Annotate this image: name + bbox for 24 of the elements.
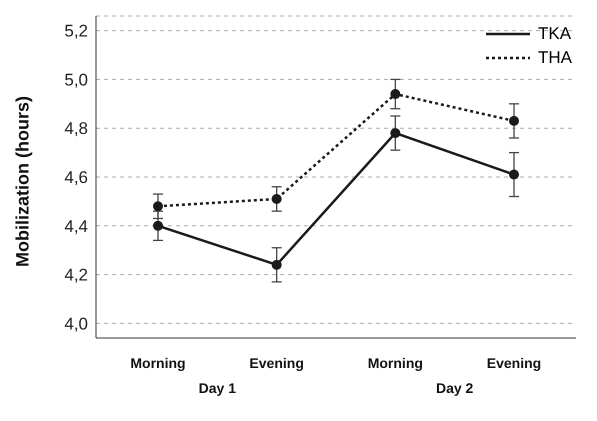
text: Day 1 [198, 380, 237, 396]
y-tick-label: 4,8 [64, 119, 88, 138]
legend-label: TKA [538, 24, 572, 44]
point [153, 220, 163, 231]
point [509, 116, 519, 126]
y-tick-label: 5,2 [64, 22, 88, 41]
y-tick-label: 4,0 [64, 314, 88, 334]
point [153, 201, 163, 212]
y-tick-label: 5,0 [64, 70, 88, 90]
point [509, 170, 519, 180]
point [390, 128, 400, 138]
x-tick-label: Morning [130, 354, 186, 371]
point [272, 260, 282, 270]
x-tick-label: Morning [368, 354, 423, 371]
y-tick-label: 4,6 [64, 168, 88, 188]
point [390, 89, 400, 100]
y-axis-title: Mobilization (hours) [12, 96, 32, 267]
x-tick-label: Evening [249, 354, 304, 371]
y-tick-label: 4,2 [64, 266, 88, 285]
text: Day 2 [434, 380, 474, 396]
x-tick-label: Evening [486, 354, 542, 371]
y-tick-label: 4,4 [64, 216, 88, 236]
legend-label: THA [538, 48, 572, 68]
point [272, 194, 282, 204]
